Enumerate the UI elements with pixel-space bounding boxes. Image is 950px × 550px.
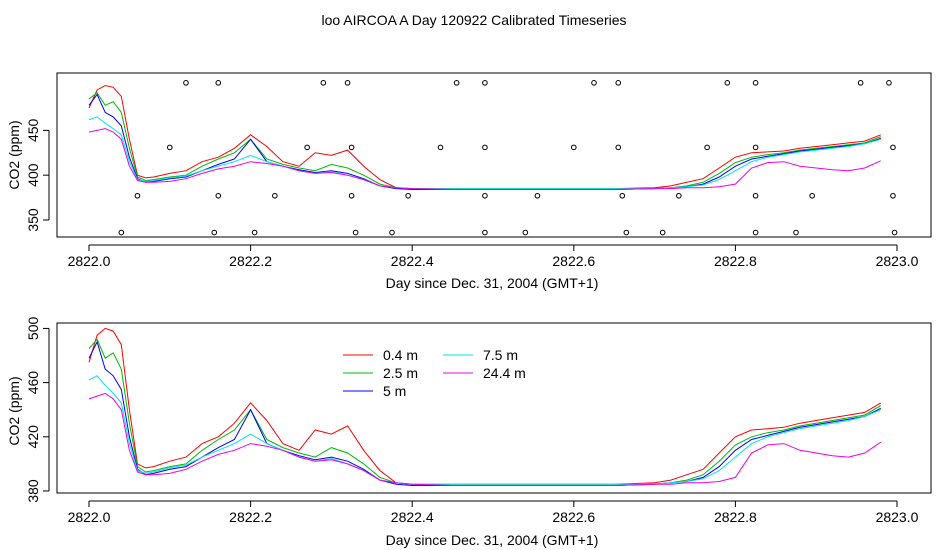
flag-point bbox=[591, 80, 597, 86]
flag-point bbox=[211, 229, 218, 236]
flag-point bbox=[118, 229, 125, 236]
flag-point bbox=[344, 80, 351, 86]
flag-point bbox=[437, 144, 444, 151]
panel-1-xlabel: Day since Dec. 31, 2004 (GMT+1) bbox=[386, 275, 599, 291]
panel-2-x-tick-label: 2822.6 bbox=[552, 509, 595, 525]
flag-point bbox=[890, 144, 896, 151]
figure-title: loo AIRCOA A Day 120922 Calibrated Times… bbox=[321, 12, 626, 28]
flag-point bbox=[304, 144, 310, 151]
flag-point bbox=[615, 144, 622, 151]
legend-label-s50: 5 m bbox=[383, 383, 406, 399]
panel-1-series-s50 bbox=[88, 93, 881, 190]
panel-1-series-s04 bbox=[88, 84, 881, 190]
panel-2-y-tick-label: 380 bbox=[25, 479, 41, 503]
flag-point bbox=[167, 144, 173, 151]
flag-point bbox=[183, 80, 189, 86]
panel-2-x-tick-label: 2823.0 bbox=[876, 509, 919, 525]
panel-1-x-tick-label: 2823.0 bbox=[876, 253, 919, 269]
panel-2-y-tick-label: 500 bbox=[25, 317, 41, 341]
panel-1-x-tick-label: 2822.4 bbox=[391, 253, 434, 269]
flag-point bbox=[251, 229, 258, 236]
flag-point bbox=[890, 192, 896, 199]
flag-point bbox=[752, 192, 759, 199]
flag-point bbox=[571, 144, 577, 151]
flag-point bbox=[752, 229, 759, 236]
panel-1-x-tick-label: 2822.2 bbox=[229, 253, 272, 269]
panel-1-series-s244 bbox=[88, 128, 882, 190]
flag-point bbox=[724, 80, 731, 86]
flag-point bbox=[482, 144, 488, 151]
flag-point bbox=[886, 80, 892, 86]
flag-point bbox=[348, 192, 355, 199]
panel-1-x-tick-label: 2822.6 bbox=[552, 253, 595, 269]
panel-2-series-s75 bbox=[88, 375, 881, 485]
panel-1-y-tick-label: 400 bbox=[25, 163, 41, 187]
flag-point bbox=[482, 192, 488, 199]
flag-point bbox=[659, 229, 666, 236]
panel-2-axes: 2822.0 2822.2 2822.4 2822.6 2822.8 2823.0 380 4… bbox=[25, 317, 919, 525]
panel-1-series bbox=[88, 84, 882, 190]
panel-1-y-tick-label: 350 bbox=[25, 208, 41, 232]
panel-2-xlabel: Day since Dec. 31, 2004 (GMT+1) bbox=[386, 532, 599, 548]
flag-point bbox=[857, 80, 864, 86]
flag-point bbox=[389, 229, 395, 236]
panel-2-y-tick-label: 420 bbox=[25, 425, 41, 449]
panel-2-frame bbox=[56, 322, 932, 494]
panel-1-flag-points bbox=[118, 80, 898, 236]
panel-1-calibrated: 2822.0 2822.2 2822.4 2822.6 2822.8 2823.0 350 4… bbox=[6, 72, 932, 291]
panel-2-profile: 2822.0 2822.2 2822.4 2822.6 2822.8 2823.0 380 4… bbox=[6, 317, 932, 548]
panel-2-series bbox=[88, 327, 882, 486]
panel-1-y-tick-label: 450 bbox=[25, 118, 41, 142]
flag-point bbox=[809, 192, 815, 199]
panel-2-legend: 0.4 m 2.5 m 5 m 7.5 m 24.4 m bbox=[343, 347, 526, 399]
panel-2-series-s50 bbox=[88, 340, 882, 486]
panel-2-series-s25 bbox=[88, 338, 882, 486]
flag-point bbox=[704, 144, 710, 151]
flag-point bbox=[134, 192, 141, 199]
flag-point bbox=[522, 229, 529, 236]
flag-point bbox=[320, 80, 327, 86]
panel-1-frame bbox=[56, 72, 932, 238]
flag-point bbox=[453, 80, 460, 86]
panel-1-x-tick-label: 2822.0 bbox=[68, 253, 111, 269]
panel-2-x-tick-label: 2822.8 bbox=[714, 509, 757, 525]
flag-point bbox=[352, 229, 359, 236]
panel-1-ylabel: CO2 (ppm) bbox=[6, 120, 22, 189]
panel-2-x-tick-label: 2822.4 bbox=[391, 509, 434, 525]
flag-point bbox=[676, 192, 682, 199]
panel-2-series-s244 bbox=[88, 392, 882, 486]
panel-1-x-tick-label: 2822.8 bbox=[714, 253, 757, 269]
panel-1-series-s25 bbox=[88, 91, 881, 190]
legend-label-s04: 0.4 m bbox=[383, 347, 418, 363]
panel-2-ylabel: CO2 (ppm) bbox=[6, 376, 22, 445]
flag-point bbox=[619, 192, 626, 199]
flag-point bbox=[615, 80, 622, 86]
flag-point bbox=[215, 80, 222, 86]
panel-2-x-tick-label: 2822.0 bbox=[68, 509, 111, 525]
panel-2-series-s04 bbox=[88, 327, 882, 485]
legend-label-s25: 2.5 m bbox=[383, 365, 418, 381]
panel-1-series-s75 bbox=[88, 116, 881, 190]
flag-point bbox=[752, 144, 759, 151]
flag-point bbox=[348, 144, 355, 151]
flag-point bbox=[405, 192, 411, 199]
flag-point bbox=[793, 229, 799, 236]
legend-label-s244: 24.4 m bbox=[483, 365, 526, 381]
flag-point bbox=[272, 192, 278, 199]
flag-point bbox=[891, 229, 898, 236]
flag-point bbox=[534, 192, 541, 199]
panel-1-axes: 2822.0 2822.2 2822.4 2822.6 2822.8 2823.0 350 4… bbox=[25, 118, 919, 269]
flag-point bbox=[623, 229, 630, 236]
flag-point bbox=[752, 80, 759, 86]
panel-2-y-tick-label: 460 bbox=[25, 371, 41, 395]
flag-point bbox=[482, 229, 488, 236]
flag-point bbox=[215, 192, 222, 199]
flag-point bbox=[482, 80, 488, 86]
panel-2-x-tick-label: 2822.2 bbox=[229, 509, 272, 525]
legend-label-s75: 7.5 m bbox=[483, 347, 518, 363]
